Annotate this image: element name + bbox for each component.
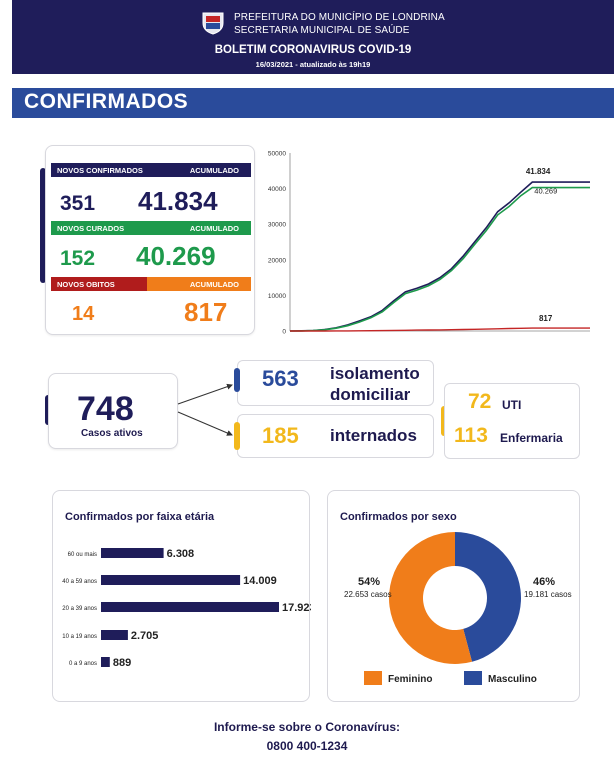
- new-confirmed-label: NOVOS CONFIRMADOS: [57, 166, 143, 175]
- stats-accent-bar: [40, 168, 46, 283]
- confirmed-label-bar: NOVOS CONFIRMADOS ACUMULADO: [51, 163, 251, 177]
- male-percent: 46%: [533, 576, 555, 588]
- active-cases-card: 748 Casos ativos: [48, 373, 178, 449]
- bar-category-label: 0 a 9 anos: [69, 661, 97, 667]
- isolation-value: 563: [262, 366, 299, 391]
- bar-category-label: 40 a 59 anos: [62, 579, 97, 585]
- bar: [101, 630, 128, 640]
- arrow-to-isolation: [177, 383, 233, 405]
- bar: [101, 548, 164, 558]
- section-title: CONFIRMADOS: [24, 90, 189, 113]
- confirmed-acc-label: ACUMULADO: [189, 166, 239, 175]
- age-chart-title: Confirmados por faixa etária: [65, 511, 215, 523]
- new-confirmed-value: 351: [60, 192, 96, 215]
- series-line-2: [290, 327, 590, 332]
- legend-label-feminino: Feminino: [388, 674, 432, 685]
- section-bar: CONFIRMADOS: [12, 88, 614, 118]
- isolation-label-1: isolamento: [330, 364, 420, 383]
- active-cases-label: Casos ativos: [81, 428, 143, 439]
- end-label-0: 41.834: [526, 167, 551, 176]
- legend-label-masculino: Masculino: [488, 674, 537, 685]
- hospital-accent-bar: [234, 422, 240, 450]
- cured-label-bar: NOVOS CURADOS ACUMULADO: [51, 221, 251, 235]
- hospital-value: 185: [262, 423, 299, 448]
- ward-value: 113: [454, 424, 488, 447]
- y-tick-label: 20000: [268, 257, 286, 264]
- uti-card: [444, 383, 580, 459]
- hospital-label: internados: [330, 426, 417, 445]
- bar-value-label: 17.923: [282, 602, 311, 614]
- male-count: 19.181 casos: [524, 590, 572, 599]
- footer-phone: 0800 400-1234: [266, 739, 348, 753]
- y-tick-label: 0: [282, 329, 286, 336]
- slice-masculino: [455, 532, 521, 662]
- header-banner: PREFEITURA DO MUNICÍPIO DE LONDRINA SECR…: [12, 0, 614, 74]
- sex-donut-chart: 54% 22.653 casos 46% 19.181 casos Feminino Ma…: [344, 532, 572, 685]
- end-label-1: 40.269: [534, 187, 557, 196]
- deaths-label-bar: NOVOS OBITOS ACUMULADO: [51, 277, 251, 291]
- bar-category-label: 10 a 19 anos: [62, 634, 97, 640]
- bulletin-title: BOLETIM CORONAVIRUS COVID-19: [214, 44, 412, 56]
- female-count: 22.653 casos: [344, 590, 392, 599]
- acc-deaths-value: 817: [184, 297, 228, 327]
- y-tick-label: 10000: [268, 293, 286, 300]
- y-tick-label: 50000: [268, 151, 286, 158]
- bar: [101, 602, 279, 612]
- female-percent: 54%: [358, 576, 380, 588]
- uti-label: UTI: [502, 398, 522, 412]
- bar-value-label: 6.308: [167, 548, 195, 560]
- legend-swatch-masculino: [464, 671, 482, 685]
- bar-value-label: 889: [113, 657, 131, 669]
- series-line-1: [289, 186, 590, 332]
- arrow-to-hospital: [177, 411, 233, 436]
- stats-card: NOVOS CONFIRMADOS ACUMULADO 351 41.834 N…: [45, 145, 255, 335]
- bar: [101, 575, 241, 585]
- isolation-card: [237, 360, 434, 406]
- y-tick-label: 30000: [268, 222, 286, 229]
- bar-category-label: 60 ou mais: [68, 552, 97, 558]
- age-chart-panel: Confirmados por faixa etária 60 ou mais 6…: [52, 490, 311, 702]
- arrows: [177, 383, 233, 436]
- ward-label: Enfermaria: [500, 431, 563, 445]
- acc-cured-value: 40.269: [136, 241, 216, 271]
- city-crest-icon: [202, 12, 224, 35]
- sex-chart-panel: Confirmados por sexo 54% 22.653 casos 46% 1…: [327, 490, 580, 702]
- cumulative-line-chart: 0 10000 20000 30000 40000 50000 41.834 40.269 81…: [268, 151, 590, 336]
- bar-value-label: 14.009: [243, 575, 277, 587]
- cured-acc-label: ACUMULADO: [189, 224, 239, 233]
- bar: [101, 657, 110, 667]
- uti-value: 72: [468, 390, 492, 413]
- active-cases-value: 748: [77, 390, 134, 428]
- age-bar-chart: 60 ou mais 6.308 40 a 59 anos 14.009 20 a 39…: [62, 548, 311, 669]
- header-line-2: SECRETARIA MUNICIPAL DE SAÚDE: [234, 25, 410, 36]
- bulletin-date: 16/03/2021 - atualizado às 19h19: [255, 60, 371, 69]
- footer-info: Informe-se sobre o Coronavírus:: [213, 720, 401, 734]
- isolation-accent-bar: [234, 368, 240, 392]
- slice-feminino: [389, 532, 473, 664]
- header-line-1: PREFEITURA DO MUNICÍPIO DE LONDRINA: [234, 12, 445, 23]
- deaths-acc-label: ACUMULADO: [189, 280, 239, 289]
- new-deaths-label: NOVOS OBITOS: [51, 277, 147, 291]
- end-label-2: 817: [539, 314, 553, 323]
- sex-chart-title: Confirmados por sexo: [340, 511, 457, 523]
- acc-confirmed-value: 41.834: [138, 186, 218, 216]
- y-tick-label: 40000: [268, 186, 286, 193]
- bar-category-label: 20 a 39 anos: [62, 606, 97, 612]
- bar-value-label: 2.705: [131, 630, 159, 642]
- series-line-0: [289, 181, 590, 332]
- isolation-label-2: domiciliar: [330, 385, 411, 404]
- new-cured-label: NOVOS CURADOS: [57, 224, 125, 233]
- legend-swatch-feminino: [364, 671, 382, 685]
- hospital-card: [237, 414, 434, 458]
- new-cured-value: 152: [60, 247, 96, 270]
- new-deaths-value: 14: [72, 303, 95, 325]
